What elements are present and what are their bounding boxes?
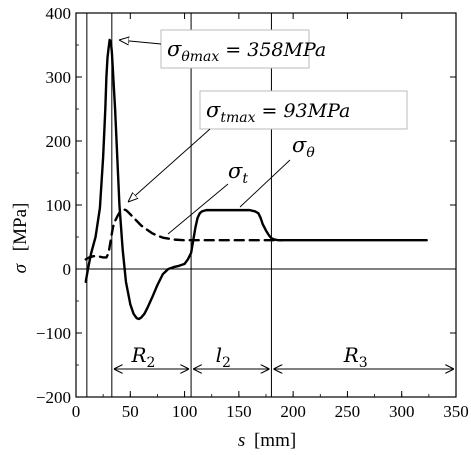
annotation-text: σtmax = 93MPa [206,98,350,126]
y-tick-label: −200 [36,388,71,407]
x-axis-label: s [mm] [238,430,296,451]
x-tick-label: 50 [122,402,139,421]
x-axis: 0 50 100 150 200 250 300 350 [72,13,469,421]
region-labels: R2 l2 R3 [113,343,454,371]
leader-sigma-t [167,183,229,235]
plot-frame [75,12,457,398]
y-tick-label: −100 [36,324,71,343]
series-sigma-t [84,208,284,261]
x-tick-label: 200 [280,402,306,421]
x-tick-label: 250 [335,402,361,421]
x-tick-label: 0 [72,402,81,421]
y-tick-label: 400 [46,4,72,23]
series-group: σθ σt [84,38,428,321]
region-label: l2 [216,343,231,371]
y-tick-label: 300 [46,68,72,87]
leader-sigma-theta [239,159,291,208]
x-tick-label: 350 [443,402,469,421]
x-axis-symbol: s [238,430,245,451]
series-sigma-theta [84,38,428,321]
region-label: R3 [343,343,368,371]
y-tick-label: 200 [46,132,72,151]
region-label: R2 [130,343,155,371]
y-axis-unit: [MPa] [10,203,31,252]
series-label-sigma-t: σt [228,159,248,187]
x-tick-label: 100 [172,402,198,421]
y-axis: −200 −100 0 100 200 300 400 [36,4,456,407]
annotation-arrow [119,40,162,44]
plot-border [75,12,457,398]
annotation-arrow [128,128,211,202]
y-axis-symbol: σ [10,263,31,273]
y-tick-label: 100 [46,196,72,215]
annotation-box [160,29,310,69]
x-tick-label: 300 [389,402,415,421]
x-axis-unit: [mm] [254,430,296,451]
y-axis-label: σ [MPa] [10,203,31,274]
annotation-box [199,90,408,130]
region-boundaries [86,13,272,397]
annotation-text: σθmax = 358MPa [167,37,326,65]
annotations: σθmax = 358MPa σtmax = 93MPa [119,29,408,202]
series-label-sigma-theta: σθ [292,133,315,161]
x-tick-label: 150 [226,402,252,421]
y-tick-label: 0 [63,260,72,279]
